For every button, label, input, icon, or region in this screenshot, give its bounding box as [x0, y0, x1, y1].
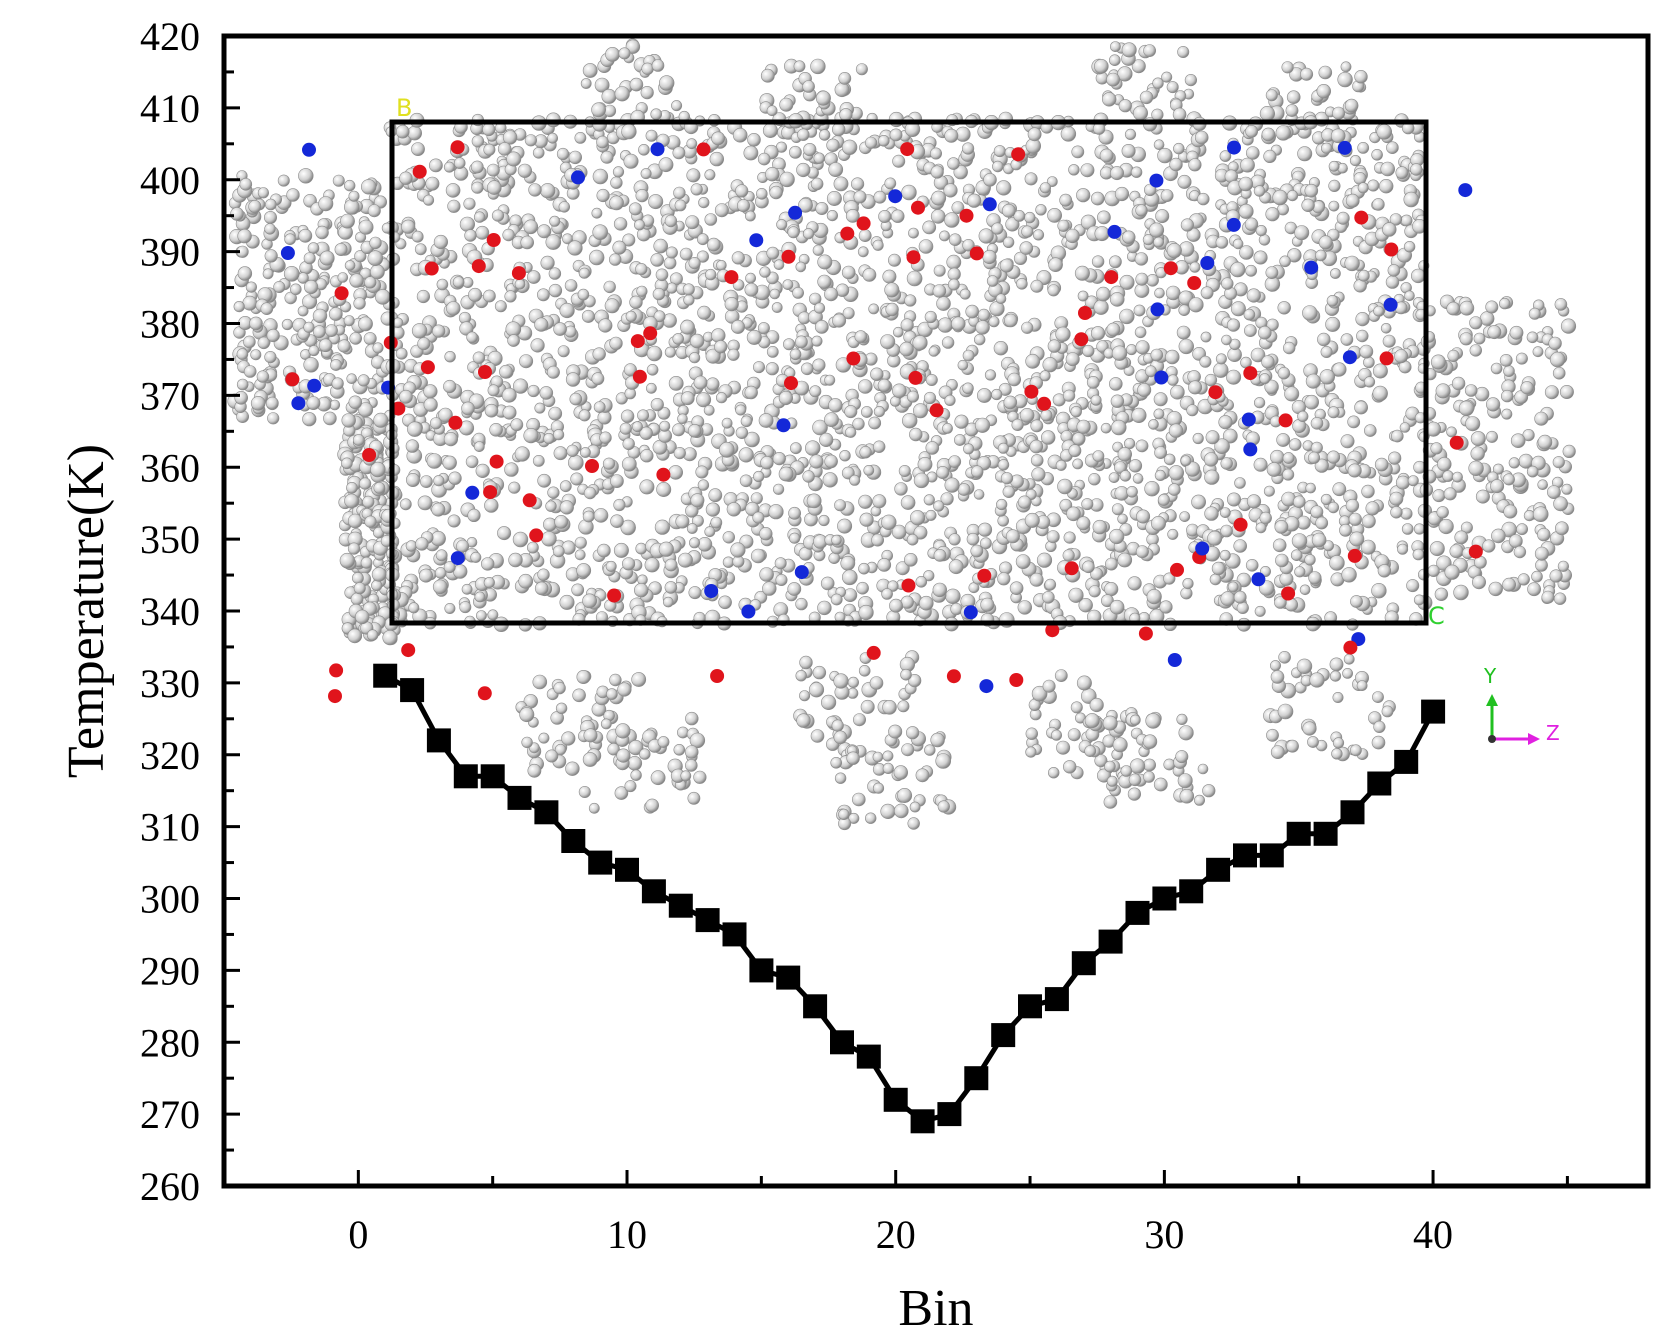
data-point-marker: [1206, 857, 1231, 882]
x-axis-title: Bin: [898, 1280, 973, 1337]
data-point-marker: [910, 1109, 935, 1134]
cell-label-b: B: [396, 94, 412, 122]
data-point-marker: [1098, 929, 1123, 954]
x-tick-label: 10: [607, 1212, 647, 1257]
y-tick-label: 310: [140, 805, 200, 850]
data-point-marker: [1071, 951, 1096, 976]
y-tick-label: 360: [140, 445, 200, 490]
data-point-marker: [615, 857, 639, 882]
triad-z-label: Z: [1546, 721, 1560, 745]
y-tick-label: 270: [140, 1092, 200, 1137]
y-tick-label: 400: [140, 158, 200, 203]
series-line-layer: [384, 673, 1436, 1124]
data-point-marker: [1179, 879, 1204, 904]
data-point-marker: [1394, 749, 1419, 774]
data-point-marker: [964, 1066, 989, 1091]
data-point-marker: [776, 965, 801, 990]
y-tick-label: 410: [140, 86, 200, 131]
y-tick-label: 350: [140, 517, 200, 562]
data-point-marker: [400, 678, 425, 703]
x-axis-ticks: 0 10 20 30 40: [348, 1170, 1569, 1257]
data-point-marker: [480, 764, 505, 789]
data-point-marker: [1125, 900, 1150, 925]
data-point-marker: [507, 785, 532, 810]
data-point-marker: [534, 800, 559, 825]
data-point-marker: [1233, 843, 1257, 868]
x-tick-label: 20: [876, 1212, 916, 1257]
simulation-cell: [389, 119, 1429, 626]
data-point-marker: [1044, 987, 1069, 1012]
triad-y-label: Y: [1483, 664, 1497, 688]
data-point-marker: [803, 994, 828, 1019]
y-axis-ticks: 260 270 280 290 300 310 320 330 340 350 360 370 380 3…: [140, 14, 240, 1209]
data-point-marker: [991, 1023, 1016, 1048]
data-point-marker: [561, 829, 586, 853]
data-point-marker: [668, 893, 693, 918]
data-point-marker: [1152, 886, 1177, 911]
y-tick-label: 320: [140, 733, 200, 778]
y-tick-label: 330: [140, 661, 200, 706]
y-tick-label: 290: [140, 948, 200, 993]
data-point-marker: [856, 1044, 881, 1069]
data-point-marker: [426, 728, 451, 753]
y-tick-label: 340: [140, 589, 200, 634]
data-point-marker: [641, 879, 666, 904]
data-point-marker: [453, 764, 478, 789]
data-point-marker: [937, 1102, 962, 1127]
y-tick-label: 280: [140, 1020, 200, 1065]
data-point-marker: [1367, 771, 1392, 796]
data-point-marker: [749, 958, 774, 983]
axes-triad: YZ: [1483, 664, 1560, 745]
data-point-marker: [373, 663, 398, 688]
y-axis-title: Temperature(K): [58, 444, 115, 778]
data-point-marker: [588, 850, 613, 875]
data-point-marker: [1340, 800, 1365, 825]
y-tick-label: 370: [140, 373, 200, 418]
y-tick-label: 260: [140, 1164, 200, 1209]
cell-label-c: C: [1428, 602, 1445, 630]
data-point-marker: [830, 1030, 854, 1055]
data-point-marker: [1259, 843, 1284, 868]
y-tick-label: 420: [140, 14, 200, 59]
x-tick-label: 40: [1413, 1212, 1453, 1257]
data-point-marker: [883, 1087, 908, 1112]
x-tick-label: 0: [348, 1212, 368, 1257]
y-tick-label: 390: [140, 230, 200, 275]
y-tick-label: 380: [140, 302, 200, 347]
y-tick-label: 300: [140, 877, 200, 922]
data-point-marker: [722, 922, 747, 947]
inset-atoms: [227, 38, 1577, 831]
data-point-marker: [1286, 821, 1311, 846]
series-marker-layer: [373, 663, 1446, 1134]
data-point-marker: [1313, 821, 1338, 846]
data-point-marker: [695, 908, 720, 933]
data-point-marker: [1421, 699, 1446, 724]
data-point-marker: [1018, 994, 1042, 1019]
temperature-line: [384, 673, 1436, 1124]
x-tick-label: 30: [1144, 1212, 1184, 1257]
